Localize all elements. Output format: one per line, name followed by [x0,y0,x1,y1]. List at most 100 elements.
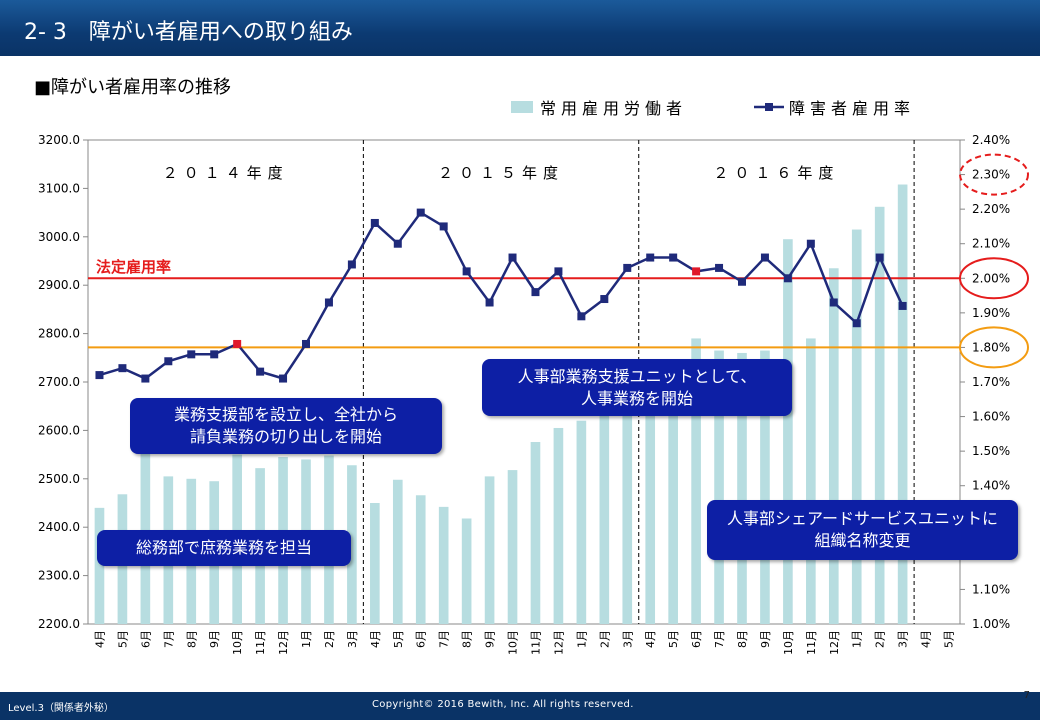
callout-line: 人事部シェアードサービスユニットに [726,509,999,528]
rate-marker [875,253,884,262]
right-axis-tick: 2.20% [972,202,1010,216]
right-axis-tick: 2.40% [972,133,1010,147]
month-label: 4月 [369,630,382,648]
bar-employees [370,503,380,624]
fiscal-year-label: ２０１５年度 [438,164,564,182]
callout-line: 人事部業務支援ユニットとして、 [517,366,757,386]
month-label: 7月 [713,630,726,648]
left-axis-tick: 2400.0 [38,520,80,534]
rate-marker [738,277,746,286]
bar-employees [461,518,472,624]
month-label: 1月 [300,630,313,648]
rate-marker [898,301,907,310]
month-label: 10月 [231,630,244,655]
bar-employees [760,350,770,624]
month-label: 11月 [254,630,267,655]
left-axis-tick: 2600.0 [38,423,80,437]
month-label: 5月 [392,630,405,648]
legend-line-marker [765,103,773,111]
fiscal-year-label: ２０１６年度 [713,164,839,182]
employment-chart: 2200.0 2300.0 2400.0 2500.0 2600.0 2700.0 2800… [38,99,1029,655]
month-label: 12月 [828,630,841,655]
rate-marker [806,239,815,248]
rate-marker [829,298,838,307]
rate-marker [370,218,379,227]
rate-marker [554,267,563,276]
month-label: 1月 [575,630,588,648]
legend-bar-swatch [511,101,533,113]
bar-employees [415,495,426,624]
left-axis-tick: 3000.0 [38,230,80,244]
rate-marker [95,371,104,380]
left-axis-tick: 2800.0 [38,327,80,341]
right-axis-tick: 1.40% [972,479,1010,493]
month-label: 1月 [851,630,864,648]
month-label: 5月 [667,630,680,648]
callout-general-affairs: 総務部で庶務業務を担当 [97,530,351,566]
bar-employees [507,470,518,624]
rate-marker [760,253,769,262]
month-label: 12月 [277,630,290,655]
month-label: 10月 [782,630,795,655]
callout-line: 業務支援部を設立し、全社から [173,405,398,424]
right-axis-tick: 1.50% [972,444,1010,458]
rate-marker [118,364,127,373]
left-axis-tick: 2900.0 [38,278,80,292]
rate-marker [393,239,402,248]
callout-shared-service: 人事部シェアードサービスユニットに 組織名称変更 [707,500,1018,560]
right-axis-tick: 1.70% [972,375,1010,389]
left-axis-tick: 2500.0 [38,472,80,486]
right-axis-tick: 1.90% [972,306,1010,320]
rate-line [99,210,904,380]
left-axis-tick: 3200.0 [38,133,80,147]
tick-highlight-circle [959,326,1029,369]
page-title: 2- 3 障がい者雇用への取り組み [24,20,353,45]
month-label: 12月 [552,630,565,655]
month-label: 8月 [185,630,198,648]
rate-marker [692,267,701,276]
rate-marker [485,298,494,307]
bar-employees [94,507,105,624]
month-label: 6月 [690,630,703,648]
bar-employees [668,374,678,624]
section-subtitle: ■障がい者雇用率の推移 [34,77,232,98]
bar-employees [392,479,403,624]
callout-line: 請負業務の切り出しを開始 [189,427,382,446]
copyright: Copyright© 2016 Bewith, Inc. All rights … [372,699,634,710]
right-axis-tick: 1.00% [972,617,1010,631]
left-axis-tick: 2200.0 [38,617,80,631]
month-label: 7月 [438,630,451,648]
rate-marker [669,253,678,262]
bar-employees [874,206,885,625]
bar-employees [714,350,724,624]
rate-marker [462,267,471,276]
rate-marker [256,367,265,376]
bar-employees [599,411,610,624]
legal-rate-label: 法定雇用率 [96,258,171,276]
month-label: 11月 [529,630,542,655]
callout-hr-support-unit: 人事部業務支援ユニットとして、 人事業務を開始 [482,359,792,416]
rate-marker [600,295,609,304]
month-label: 4月 [920,630,933,648]
rate-marker [577,312,586,321]
rate-marker [279,374,288,383]
bar-employees [530,442,541,624]
month-label: 11月 [805,630,818,655]
bar-employees [553,427,564,624]
rate-marker [852,319,861,328]
bar-employees [622,406,633,624]
rate-marker [783,274,792,283]
month-label: 3月 [346,630,359,648]
fiscal-year-label: ２０１４年度 [163,164,289,182]
callout-business-support: 業務支援部を設立し、全社から 請負業務の切り出しを開始 [130,398,442,454]
bar-employees [576,420,587,624]
rate-marker [416,208,425,217]
bar-employees [851,229,862,625]
month-label: 9月 [484,630,497,648]
rate-marker [164,357,173,366]
right-axis-tick: 1.10% [972,582,1010,596]
rate-marker [324,298,333,307]
right-axis-tick: 1.80% [972,340,1010,354]
bar-employees [737,352,747,624]
legend-bar-label: 常用雇用労働者 [540,99,687,118]
